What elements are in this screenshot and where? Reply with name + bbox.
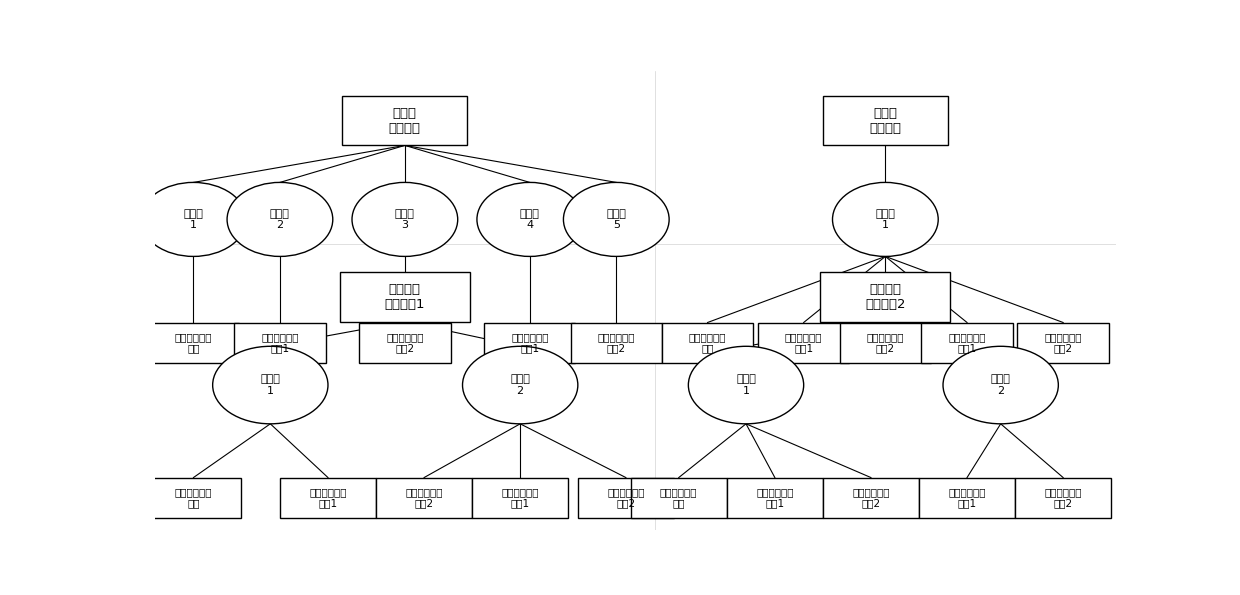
FancyBboxPatch shape: [631, 478, 727, 518]
Text: 培训组
2: 培训组 2: [991, 374, 1011, 396]
FancyBboxPatch shape: [234, 322, 326, 363]
Text: 全联合
培训模式: 全联合 培训模式: [869, 107, 901, 134]
FancyBboxPatch shape: [727, 478, 823, 518]
Ellipse shape: [832, 183, 939, 256]
Ellipse shape: [463, 346, 578, 424]
Text: 部分联合
培训模式1: 部分联合 培训模式1: [384, 283, 425, 311]
Ellipse shape: [563, 183, 670, 256]
Ellipse shape: [688, 346, 804, 424]
FancyBboxPatch shape: [148, 322, 239, 363]
FancyBboxPatch shape: [1016, 478, 1111, 518]
Text: 培训组
5: 培训组 5: [606, 209, 626, 230]
FancyBboxPatch shape: [484, 322, 575, 363]
Text: 调度仿真培训
单元: 调度仿真培训 单元: [175, 332, 212, 353]
Text: 车站仿真培训
单元2: 车站仿真培训 单元2: [405, 487, 443, 509]
Text: 培训组
4: 培训组 4: [520, 209, 539, 230]
Text: 调度仿真培训
单元: 调度仿真培训 单元: [660, 487, 697, 509]
Text: 车站仿真培训
单元1: 车站仿真培训 单元1: [309, 487, 347, 509]
Ellipse shape: [477, 183, 583, 256]
Text: 调度仿真培训
单元: 调度仿真培训 单元: [175, 487, 212, 509]
Ellipse shape: [942, 346, 1058, 424]
Text: 乘务仿真培训
单元2: 乘务仿真培训 单元2: [598, 332, 635, 353]
Text: 调度仿真培训
单元: 调度仿真培训 单元: [689, 332, 727, 353]
Text: 培训组
1: 培训组 1: [260, 374, 280, 396]
Text: 培训组
2: 培训组 2: [510, 374, 531, 396]
FancyBboxPatch shape: [145, 478, 242, 518]
FancyBboxPatch shape: [821, 273, 950, 322]
FancyBboxPatch shape: [578, 478, 675, 518]
FancyBboxPatch shape: [823, 96, 947, 145]
FancyBboxPatch shape: [342, 96, 467, 145]
FancyBboxPatch shape: [921, 322, 1013, 363]
FancyBboxPatch shape: [376, 478, 472, 518]
FancyBboxPatch shape: [919, 478, 1016, 518]
Text: 乘务仿真培训
单元2: 乘务仿真培训 单元2: [1044, 332, 1081, 353]
Text: 车站仿真培训
单元2: 车站仿真培训 单元2: [386, 332, 424, 353]
Text: 车站仿真培训
单元2: 车站仿真培训 单元2: [867, 332, 904, 353]
Text: 乘务仿真培训
单元2: 乘务仿真培训 单元2: [608, 487, 645, 509]
Text: 车站仿真培训
单元2: 车站仿真培训 单元2: [852, 487, 889, 509]
FancyBboxPatch shape: [472, 478, 568, 518]
Text: 培训组
1: 培训组 1: [184, 209, 203, 230]
FancyBboxPatch shape: [823, 478, 919, 518]
FancyBboxPatch shape: [758, 322, 849, 363]
Text: 乘务仿真培训
单元1: 乘务仿真培训 单元1: [501, 487, 539, 509]
Text: 培训组
1: 培训组 1: [737, 374, 756, 396]
Ellipse shape: [140, 183, 247, 256]
FancyBboxPatch shape: [1018, 322, 1109, 363]
Text: 培训组
1: 培训组 1: [875, 209, 895, 230]
Ellipse shape: [227, 183, 332, 256]
FancyBboxPatch shape: [839, 322, 931, 363]
Text: 乘务仿真培训
单元1: 乘务仿真培训 单元1: [511, 332, 548, 353]
Ellipse shape: [352, 183, 458, 256]
Text: 车站仿真培训
单元1: 车站仿真培训 单元1: [756, 487, 794, 509]
FancyBboxPatch shape: [662, 322, 753, 363]
Text: 培训组
2: 培训组 2: [270, 209, 290, 230]
Text: 培训组
3: 培训组 3: [394, 209, 415, 230]
Text: 部分联合
培训模式2: 部分联合 培训模式2: [866, 283, 905, 311]
FancyBboxPatch shape: [360, 322, 450, 363]
Text: 乘务仿真培训
单元1: 乘务仿真培训 单元1: [949, 487, 986, 509]
Text: 乘务仿真培训
单元2: 乘务仿真培训 单元2: [1044, 487, 1081, 509]
Text: 乘务仿真培训
单元1: 乘务仿真培训 单元1: [949, 332, 986, 353]
FancyBboxPatch shape: [340, 273, 470, 322]
Text: 车站仿真培训
单元1: 车站仿真培训 单元1: [785, 332, 822, 353]
FancyBboxPatch shape: [570, 322, 662, 363]
Ellipse shape: [213, 346, 327, 424]
Text: 车站仿真培训
单元1: 车站仿真培训 单元1: [262, 332, 299, 353]
Text: 全独立
培训模式: 全独立 培训模式: [389, 107, 420, 134]
FancyBboxPatch shape: [280, 478, 376, 518]
